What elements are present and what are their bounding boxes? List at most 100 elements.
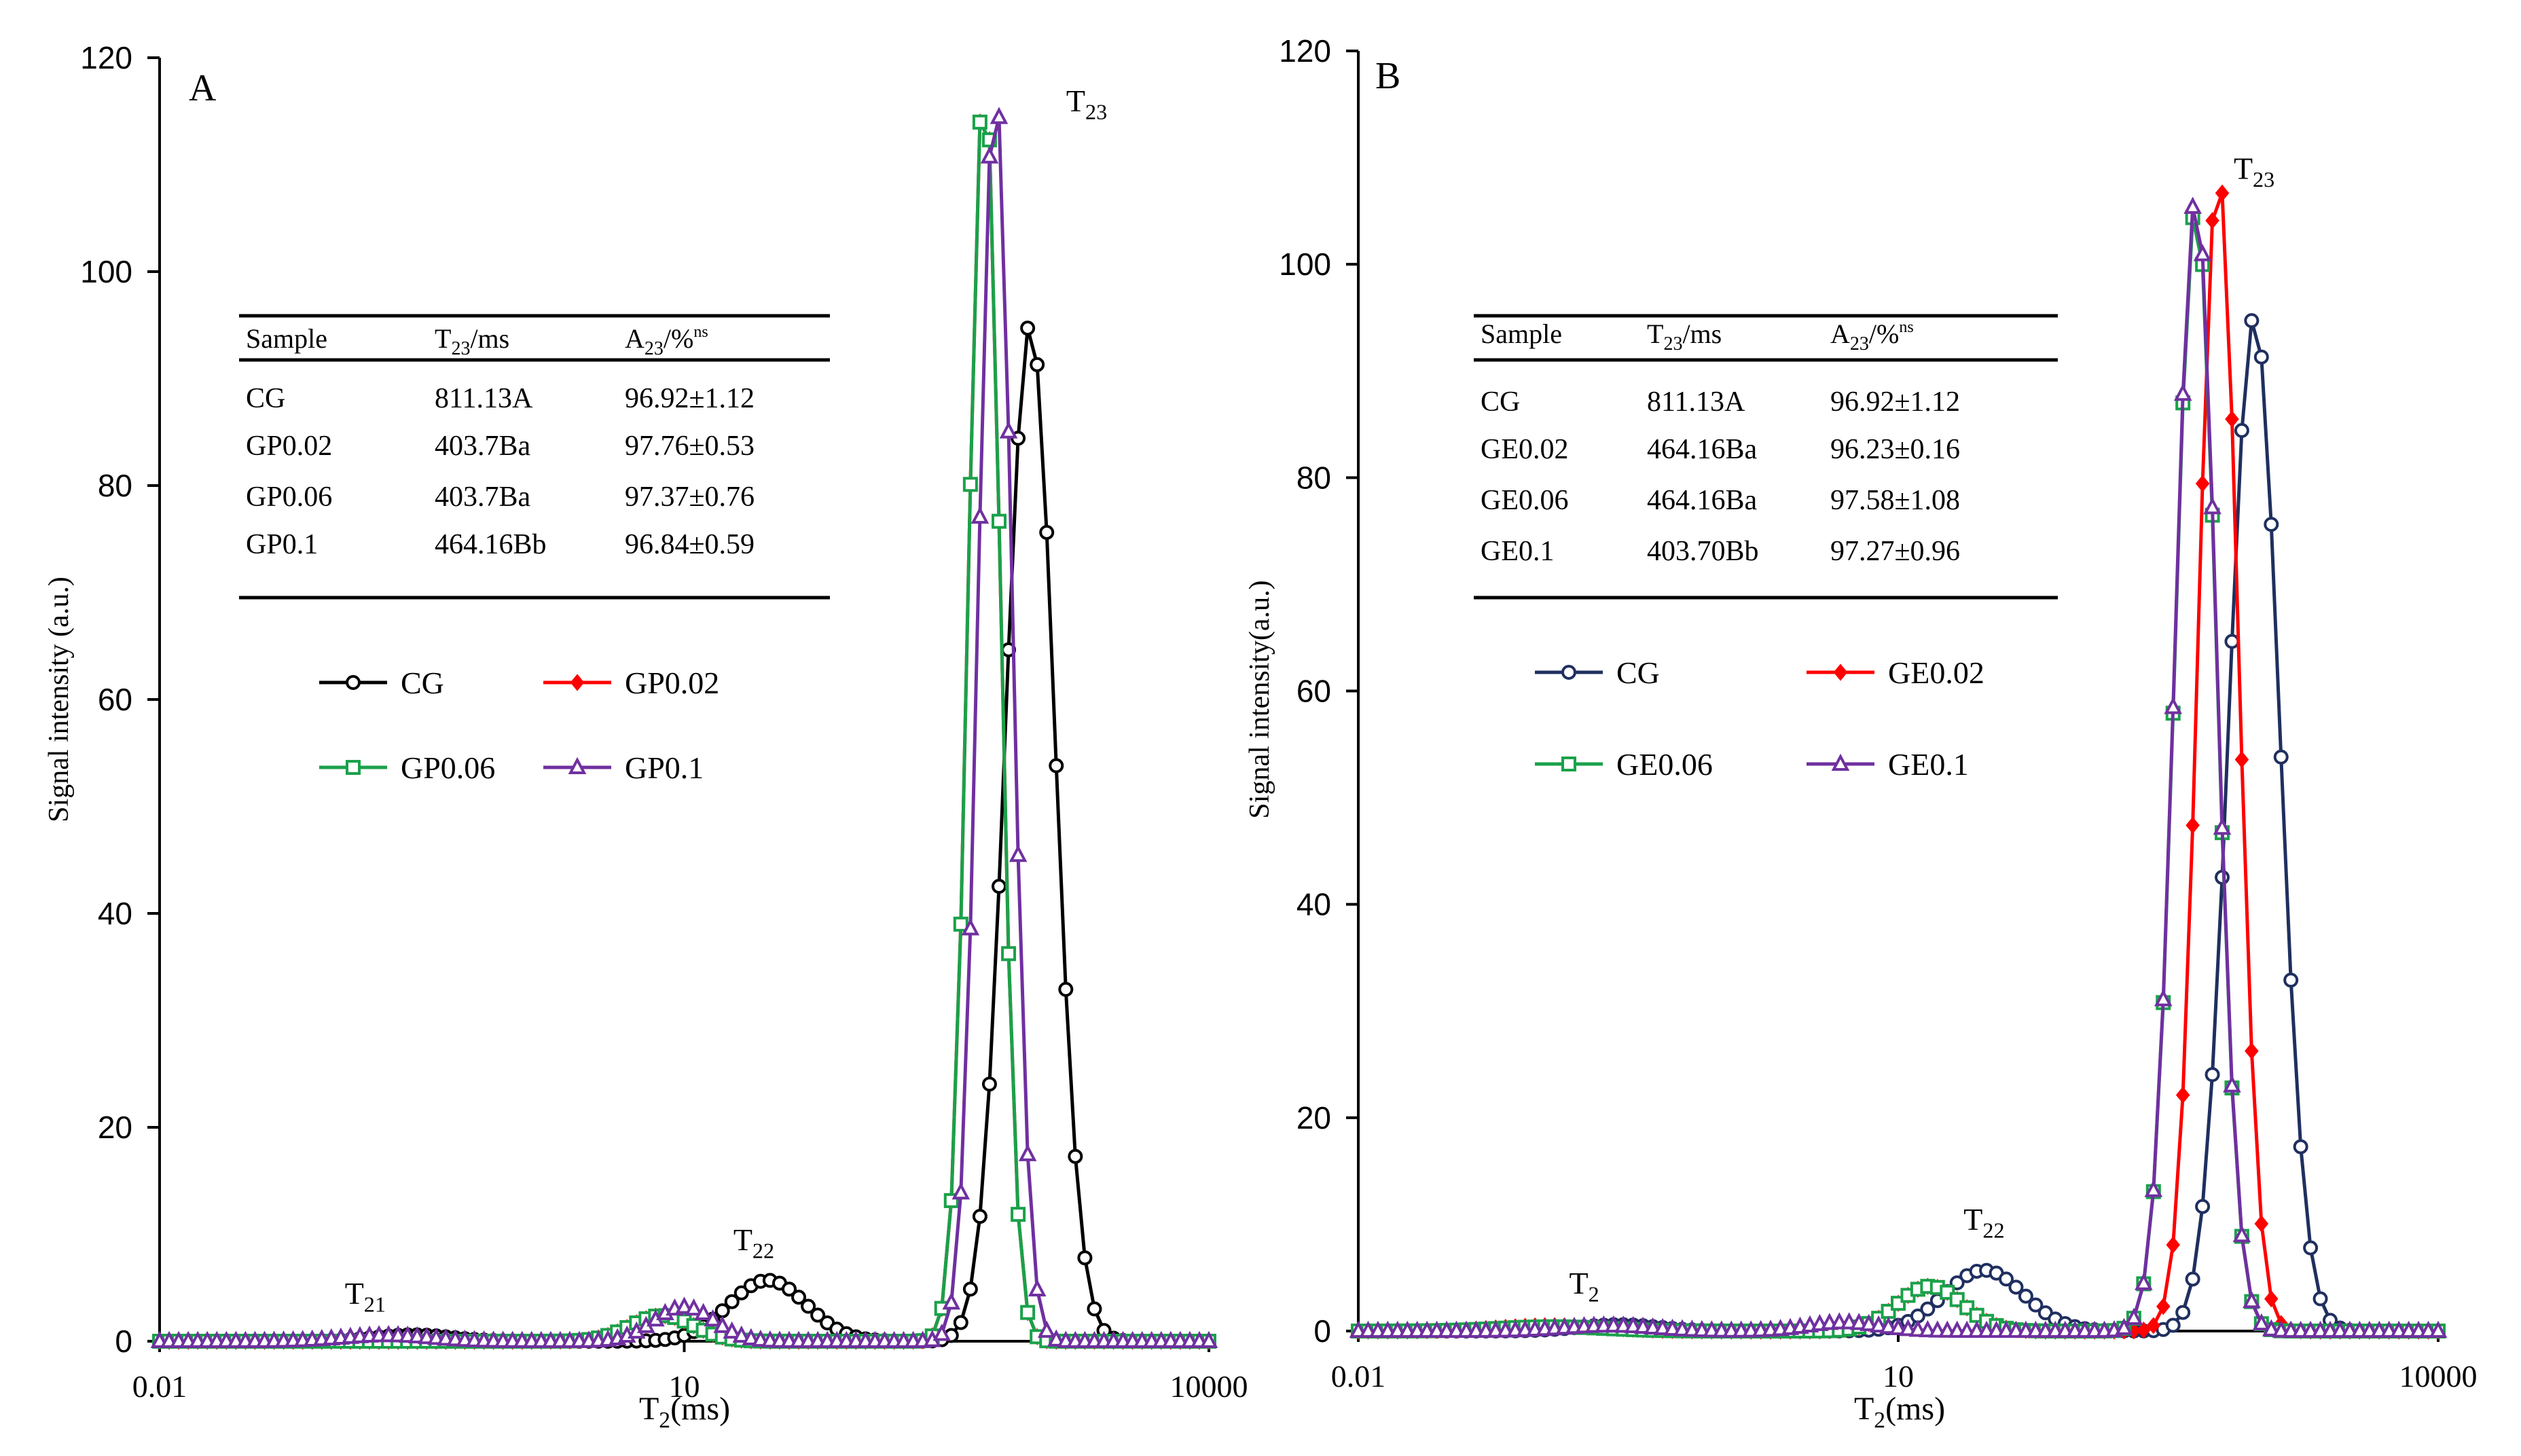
data-point bbox=[2165, 1317, 2181, 1333]
peak-annotation-main: T bbox=[345, 1276, 364, 1311]
legend-label: GE0.1 bbox=[1888, 747, 1969, 782]
y-tick-label: 20 bbox=[98, 1110, 132, 1145]
data-point bbox=[685, 1298, 703, 1316]
data-point bbox=[2146, 1317, 2161, 1334]
series-CG bbox=[152, 321, 1216, 1349]
legend-swatch-marker bbox=[346, 760, 361, 775]
data-point bbox=[1011, 1207, 1026, 1222]
legend-label: CG bbox=[1616, 655, 1660, 690]
data-point bbox=[2224, 634, 2240, 649]
data-point bbox=[2018, 1288, 2033, 1304]
legend-label: GP0.06 bbox=[401, 750, 495, 785]
peak-annotation-sub: 22 bbox=[752, 1239, 774, 1263]
y-tick-label: 120 bbox=[80, 40, 132, 75]
data-point bbox=[2193, 244, 2212, 261]
data-point bbox=[962, 1281, 978, 1297]
data-point bbox=[1920, 1301, 1936, 1317]
legend-item: GE0.02 bbox=[1807, 655, 1984, 690]
data-point bbox=[2185, 1271, 2200, 1287]
table-header-rest: /ms bbox=[470, 323, 509, 354]
table-cell: CG bbox=[1481, 386, 1520, 418]
data-point bbox=[2115, 1317, 2133, 1335]
table-cell: GE0.02 bbox=[1481, 434, 1569, 465]
data-point bbox=[2253, 349, 2269, 365]
data-point bbox=[972, 114, 987, 130]
table-cell: 97.37±0.76 bbox=[625, 481, 755, 513]
data-point bbox=[2225, 410, 2239, 428]
peak-annotation-sub: 21 bbox=[364, 1292, 386, 1316]
data-point bbox=[2205, 212, 2219, 230]
data-point bbox=[1860, 1313, 1878, 1332]
data-point bbox=[2156, 1298, 2171, 1315]
x-axis-label-sub: 2 bbox=[659, 1408, 670, 1433]
data-point bbox=[675, 1296, 693, 1314]
legend-item: GE0.1 bbox=[1807, 747, 1969, 782]
legend: CG GP0.02 GP0.06 GP0.1 bbox=[319, 666, 719, 785]
data-point bbox=[1047, 1329, 1066, 1347]
legend-label: CG bbox=[401, 666, 444, 700]
peak-annotation-main: T bbox=[1066, 84, 1085, 118]
table-header: Sample bbox=[246, 323, 327, 354]
data-point bbox=[1058, 981, 1074, 997]
table-header: T23/ms bbox=[435, 323, 509, 359]
data-point bbox=[992, 879, 1006, 894]
legend-label: GP0.1 bbox=[625, 750, 704, 785]
table-header-sup: ns bbox=[1899, 318, 1913, 336]
table-header-rest: /% bbox=[664, 323, 693, 354]
data-point bbox=[2245, 1042, 2259, 1060]
data-point bbox=[782, 1281, 797, 1297]
table-cell: GP0.02 bbox=[246, 431, 332, 462]
data-point bbox=[992, 513, 1006, 529]
legend-item: GP0.02 bbox=[543, 666, 719, 700]
data-point bbox=[732, 1325, 751, 1343]
legend-item: CG bbox=[319, 666, 444, 700]
data-point bbox=[2243, 1290, 2261, 1309]
data-point bbox=[1020, 321, 1036, 336]
series-GP0.1 bbox=[150, 107, 1218, 1348]
x-tick-label: 10 bbox=[669, 1369, 700, 1404]
x-axis-label-sub: 2 bbox=[1874, 1408, 1885, 1433]
series-line bbox=[1358, 320, 2438, 1333]
data-point bbox=[704, 1309, 722, 1327]
legend-item: CG bbox=[1535, 655, 1660, 690]
series-line bbox=[160, 327, 1209, 1343]
panel-label: B bbox=[1375, 55, 1400, 97]
data-point bbox=[2175, 1086, 2190, 1104]
x-axis-label-main: T bbox=[639, 1391, 659, 1427]
data-point bbox=[961, 918, 980, 936]
series-GE0.1 bbox=[1349, 196, 2448, 1338]
table-header-main: T bbox=[1647, 318, 1663, 349]
x-axis-label-rest: (ms) bbox=[1885, 1391, 1945, 1427]
panel-label: A bbox=[189, 67, 217, 109]
data-point bbox=[2293, 1139, 2308, 1154]
table-header-main: A bbox=[1830, 318, 1850, 349]
data-point bbox=[2232, 1224, 2251, 1243]
data-point bbox=[2273, 749, 2289, 765]
data-point bbox=[2303, 1240, 2319, 1256]
table-header-sub: 23 bbox=[645, 338, 664, 359]
table-cell: 403.7Ba bbox=[435, 481, 531, 513]
table-header-main: Sample bbox=[246, 323, 327, 354]
legend-swatch-marker bbox=[346, 675, 361, 690]
data-point bbox=[1199, 1330, 1218, 1348]
data-point bbox=[1644, 1317, 1662, 1335]
data-point bbox=[1879, 1316, 1898, 1334]
data-point bbox=[1039, 524, 1055, 540]
table-cell: 96.92±1.12 bbox=[625, 383, 755, 414]
peak-annotation-sub: 2 bbox=[1589, 1282, 1599, 1307]
data-point bbox=[2234, 750, 2249, 769]
legend-swatch-marker bbox=[1833, 663, 1848, 681]
data-point bbox=[2124, 1307, 2143, 1325]
series-CG bbox=[1351, 313, 2446, 1339]
table-cell: 97.27±0.96 bbox=[1830, 536, 1960, 567]
y-tick-label: 120 bbox=[1279, 33, 1331, 69]
data-point bbox=[1869, 1315, 1888, 1333]
data-point bbox=[1037, 1320, 1056, 1338]
series-line bbox=[160, 115, 1209, 1343]
table-cell: 811.13A bbox=[1647, 386, 1745, 418]
x-axis-label-rest: (ms) bbox=[670, 1391, 730, 1427]
data-point bbox=[2264, 517, 2279, 532]
y-tick-label: 40 bbox=[1296, 887, 1331, 922]
data-point bbox=[1614, 1315, 1633, 1333]
